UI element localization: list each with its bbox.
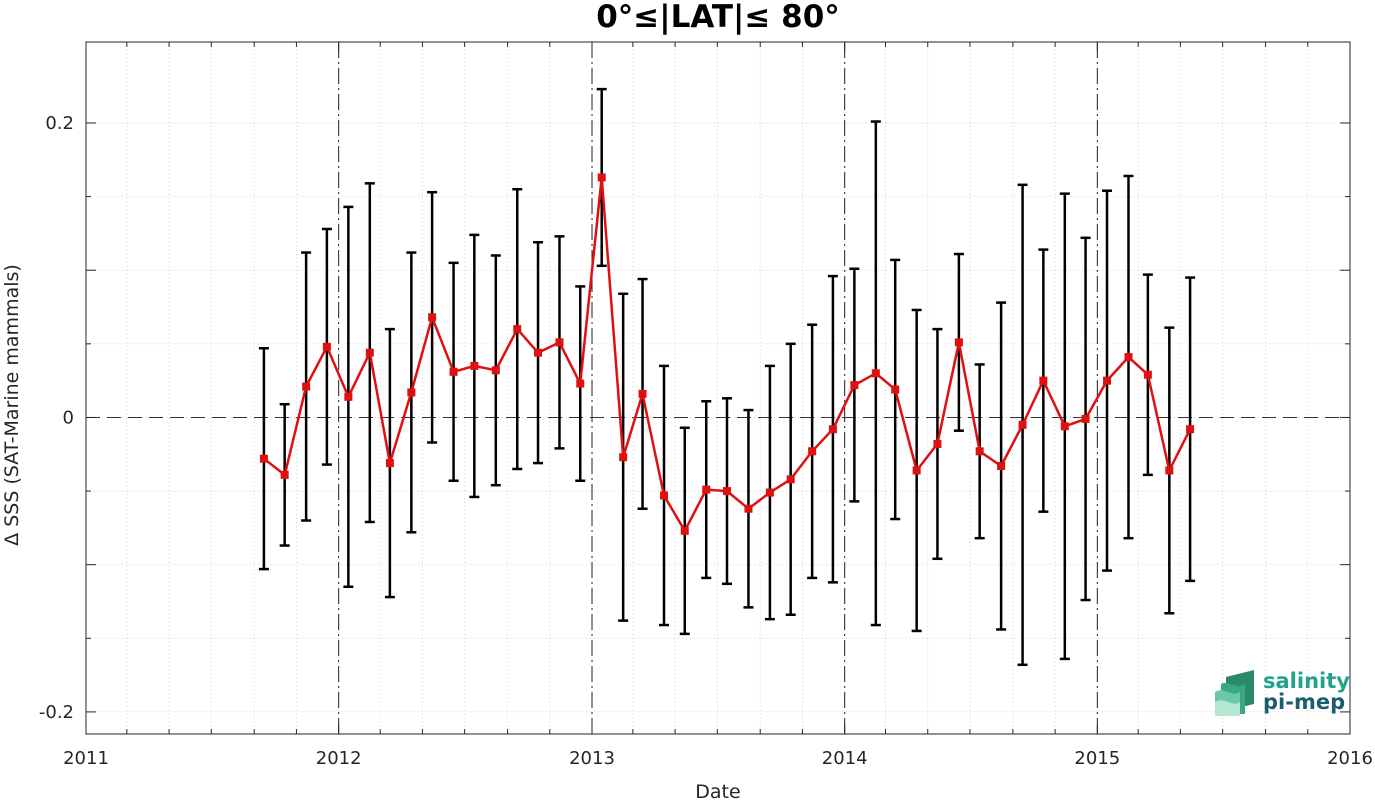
- data-point-marker: [871, 369, 880, 378]
- data-point-marker: [1081, 414, 1090, 423]
- data-point-marker: [954, 338, 963, 347]
- data-point-marker: [891, 385, 900, 394]
- logo-text-pi-mep: pi-mep: [1263, 690, 1345, 714]
- data-point-marker: [1103, 376, 1112, 385]
- data-point-marker: [597, 173, 606, 182]
- data-point-marker: [302, 382, 311, 391]
- y-axis-label: Δ SSS (SAT-Marine mammals): [1, 264, 23, 546]
- data-point-marker: [259, 454, 268, 463]
- tick-labels: 2011 2012 2013 2014 2015 2016 -0.2 0 0.2: [39, 113, 1373, 769]
- data-point-marker: [619, 453, 628, 462]
- data-point-marker: [1018, 420, 1027, 429]
- data-point-marker: [912, 466, 921, 475]
- data-point-marker: [722, 487, 731, 496]
- logo-text-salinity: salinity: [1263, 669, 1350, 693]
- data-point-marker: [1165, 466, 1174, 475]
- data-point-marker: [808, 447, 817, 456]
- data-point-marker: [407, 388, 416, 397]
- grid-lines: [85, 42, 1351, 734]
- data-point-marker: [933, 439, 942, 448]
- data-point-marker: [786, 475, 795, 484]
- data-point-marker: [449, 367, 458, 376]
- x-tick-label: 2013: [569, 748, 615, 769]
- data-point-marker: [850, 381, 859, 390]
- data-point-marker: [660, 491, 669, 500]
- data-point-marker: [975, 447, 984, 456]
- data-point-marker: [428, 313, 437, 322]
- x-tick-label: 2015: [1074, 748, 1120, 769]
- series-markers: [259, 173, 1195, 535]
- data-point-marker: [1143, 370, 1152, 379]
- data-point-marker: [513, 325, 522, 334]
- data-point-marker: [555, 338, 564, 347]
- x-axis-label: Date: [695, 781, 740, 801]
- data-point-marker: [365, 348, 374, 357]
- y-tick-label: -0.2: [39, 702, 74, 723]
- data-point-marker: [1186, 425, 1195, 434]
- data-point-marker: [385, 459, 394, 468]
- data-point-marker: [470, 361, 479, 370]
- data-point-marker: [1124, 353, 1133, 362]
- data-point-marker: [1039, 376, 1048, 385]
- data-point-marker: [322, 342, 331, 351]
- axis-ticks: [85, 42, 1351, 734]
- data-point-marker: [744, 504, 753, 513]
- data-point-marker: [534, 348, 543, 357]
- data-point-marker: [576, 379, 585, 388]
- x-tick-label: 2011: [63, 748, 109, 769]
- data-point-marker: [344, 392, 353, 401]
- data-point-marker: [765, 488, 774, 497]
- data-point-marker: [491, 366, 500, 375]
- x-tick-label: 2014: [822, 748, 868, 769]
- data-point-marker: [680, 526, 689, 535]
- x-tick-label: 2016: [1327, 748, 1373, 769]
- data-point-marker: [638, 389, 647, 398]
- data-point-marker: [828, 425, 837, 434]
- data-point-marker: [1060, 422, 1069, 431]
- y-tick-label: 0: [63, 407, 74, 428]
- plot-frame: [85, 41, 1351, 735]
- data-point-marker: [997, 462, 1006, 471]
- data-point-marker: [702, 485, 711, 494]
- data-point-marker: [280, 470, 289, 479]
- y-tick-label: 0.2: [45, 113, 74, 134]
- chart-title: 0°≤|LAT|≤ 80°: [596, 0, 840, 35]
- wave-logo-icon: [1215, 670, 1254, 716]
- year-dividers: [338, 42, 1098, 734]
- x-tick-label: 2012: [316, 748, 362, 769]
- salinity-pi-mep-logo: salinity pi-mep: [1215, 669, 1350, 716]
